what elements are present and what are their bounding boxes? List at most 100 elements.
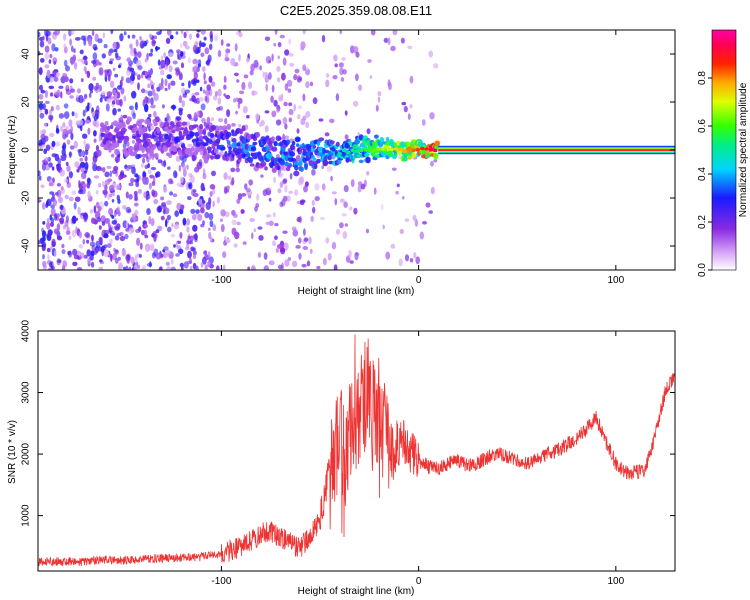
spectrogram-noise-point [69, 95, 74, 99]
spectrogram-noise-point [137, 82, 140, 91]
spectrogram-noise-point [155, 229, 160, 234]
spectrogram-noise-point [151, 252, 156, 259]
spectrogram-noise-point [48, 85, 55, 90]
spectrogram-ridge-point [329, 140, 335, 145]
spectrogram-ridge-point [112, 142, 119, 148]
spectrogram-ridge-point [358, 134, 364, 141]
spectrogram-noise-point [184, 89, 191, 94]
spectrogram-noise-point [70, 132, 74, 140]
spectrogram-noise-point [155, 172, 159, 178]
spectrogram-noise-point [158, 266, 162, 270]
spectrogram-noise-point [237, 193, 243, 200]
spectrogram-peak-point [420, 146, 425, 151]
spectrogram-noise-point [91, 217, 96, 224]
spectrogram-noise-point [42, 260, 47, 267]
spectrogram-noise-point [282, 195, 288, 202]
spectrogram-ridge-point [134, 142, 141, 149]
spectrogram-noise-point [49, 109, 52, 116]
spectrogram-ridge-point [207, 149, 212, 154]
spectrogram-ridge-point [293, 170, 300, 177]
spectrogram-peak-point [376, 147, 381, 151]
spectrogram-noise-point [175, 253, 180, 257]
spectrogram-noise-point [268, 220, 274, 226]
spectrogram-noise-point [365, 228, 370, 234]
spectrogram-noise-point [52, 199, 58, 207]
spectrogram-noise-point [277, 188, 282, 194]
spectrogram-panel: -100 0 100 -40 -20 0 20 40 Height of straight … [7, 29, 676, 297]
spectrogram-noise-point [196, 30, 201, 33]
spectrogram-noise-point [217, 88, 222, 97]
spectrogram-ridge-point [323, 149, 330, 154]
spectrogram-noise-point [57, 196, 63, 203]
spectrogram-ridge-point [371, 152, 376, 158]
spectrogram-noise-point [135, 153, 141, 160]
spectrogram-ridge-point [387, 150, 393, 157]
spectrogram-noise-point [429, 112, 435, 120]
spectrogram-noise-point [144, 70, 148, 77]
spectrogram-noise-point [298, 237, 302, 244]
spectrogram-noise-point [141, 88, 146, 94]
spectrogram-noise-point [153, 198, 159, 205]
spectrogram-noise-point [316, 265, 321, 270]
spectrogram-noise-point [283, 242, 289, 251]
spectrogram-ridge-point [225, 156, 229, 162]
spectrogram-noise-point [144, 58, 148, 63]
spectrogram-noise-point [350, 179, 355, 188]
spectrogram-noise-point [276, 65, 281, 72]
spectrogram-noise-point [392, 30, 398, 36]
spectrogram-y-ticks: -40 -20 0 20 40 [21, 48, 675, 253]
spectrogram-noise-point [284, 135, 289, 140]
spectrogram-noise-point [165, 37, 171, 45]
spectrogram-noise-point [72, 54, 77, 62]
spectrogram-noise-point [114, 209, 117, 217]
spectrogram-noise-point [288, 117, 292, 123]
spectrogram-noise-point [162, 249, 166, 253]
spectrogram-noise-point [311, 199, 315, 206]
spectrogram-noise-point [108, 50, 112, 57]
spectrogram-noise-point [181, 100, 185, 108]
spectrogram-noise-point [55, 127, 60, 134]
spectrogram-noise-point [139, 36, 142, 41]
spectrogram-noise-point [46, 247, 51, 253]
spectrogram-ridge-point [291, 141, 296, 146]
spectrogram-noise-point [403, 105, 408, 113]
spectrogram-noise-point [395, 190, 399, 195]
spectrogram-ridge-point [284, 155, 290, 162]
spectrogram-noise-point [152, 88, 156, 97]
spectrogram-noise-point [60, 157, 66, 162]
spectrogram-noise-point [127, 209, 132, 213]
spectrogram-noise-point [70, 45, 74, 53]
spectrogram-noise-point [157, 59, 161, 66]
spectrogram-noise-point [118, 64, 121, 69]
spectrogram-noise-point [165, 219, 168, 228]
spectrogram-noise-point [182, 217, 187, 226]
spectrogram-noise-point [153, 35, 158, 40]
spectrogram-noise-point [50, 261, 54, 270]
spectrogram-noise-point [385, 251, 391, 260]
spectrogram-noise-point [170, 233, 176, 238]
spectrogram-ridge-point [202, 142, 209, 147]
spectrogram-ridge-point [258, 156, 265, 162]
spectrogram-noise-point [209, 220, 214, 228]
spectrogram-noise-point [303, 237, 309, 242]
spectrogram-noise-point [153, 110, 157, 118]
spectrogram-noise-point [89, 90, 93, 94]
spectrogram-noise-point [400, 37, 405, 44]
spectrogram-ridge-point [126, 116, 132, 123]
spectrogram-noise-point [46, 218, 50, 223]
snr-x-ticks: -100 0 100 [211, 331, 625, 587]
spectrogram-noise-point [54, 30, 60, 36]
spectrogram-noise-point [353, 100, 359, 107]
spectrogram-noise-point [236, 79, 240, 83]
spectrogram-peak-point [346, 150, 351, 155]
spectrogram-noise-point [187, 143, 193, 148]
spectrogram-ridge-point [312, 157, 317, 162]
spectrogram-noise-point [160, 253, 164, 258]
spectrogram-noise-point [226, 43, 231, 47]
spectrogram-noise-point [208, 75, 213, 83]
spectrogram-noise-point [64, 194, 70, 200]
spectrogram-noise-point [214, 90, 218, 97]
spectrogram-ridge-point [248, 157, 254, 163]
spectrogram-noise-point [189, 175, 195, 184]
spectrogram-noise-point [357, 132, 361, 137]
